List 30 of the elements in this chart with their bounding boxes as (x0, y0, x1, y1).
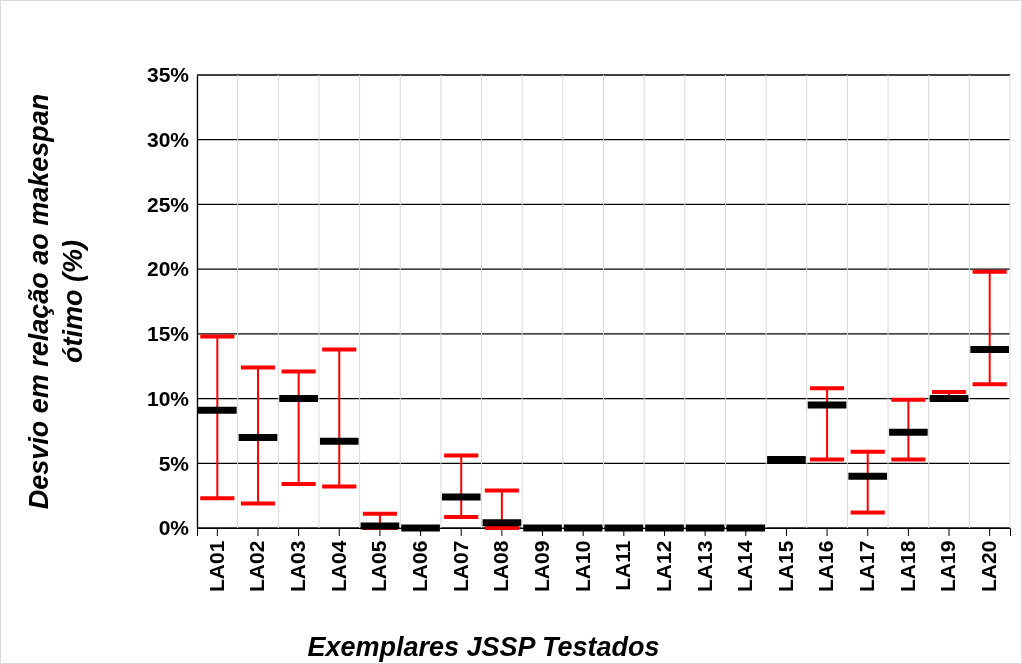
x-tick-label: LA12 (651, 540, 675, 592)
x-tick-label: LA13 (692, 540, 716, 592)
x-tick-label: LA11 (611, 540, 635, 591)
y-tick-label: 20% (146, 257, 190, 281)
x-tick-label: LA08 (489, 540, 513, 592)
x-tick-label: LA16 (814, 540, 838, 592)
y-tick-label: 15% (146, 322, 190, 346)
x-tick-label: LA17 (855, 540, 879, 592)
x-tick-label: LA02 (245, 540, 269, 592)
y-tick-label: 0% (158, 516, 190, 540)
y-tick-label: 30% (146, 127, 190, 151)
x-tick-label: LA04 (326, 540, 350, 592)
y-tick-label: 25% (146, 192, 190, 216)
x-tick-label: LA09 (529, 540, 553, 592)
x-tick-label: LA18 (895, 540, 919, 592)
y-tick-label: 10% (146, 386, 190, 410)
x-tick-label: LA20 (977, 540, 1001, 592)
x-tick-label: LA14 (733, 540, 757, 592)
x-tick-label: LA15 (773, 540, 797, 592)
y-tick-label: 35% (146, 63, 190, 87)
x-tick-label: LA05 (367, 540, 391, 592)
x-tick-label: LA06 (407, 540, 431, 592)
y-tick-label: 5% (158, 451, 190, 475)
x-axis-title: Exemplares JSSP Testados (307, 632, 660, 662)
x-tick-label: LA03 (286, 540, 310, 592)
y-axis-title: Desvio em relação ao makespan ótimo (%) (24, 93, 88, 510)
x-tick-label: LA01 (204, 540, 228, 592)
x-tick-label: LA10 (570, 540, 594, 592)
x-tick-label: LA19 (936, 540, 960, 592)
x-tick-label: LA07 (448, 540, 472, 592)
